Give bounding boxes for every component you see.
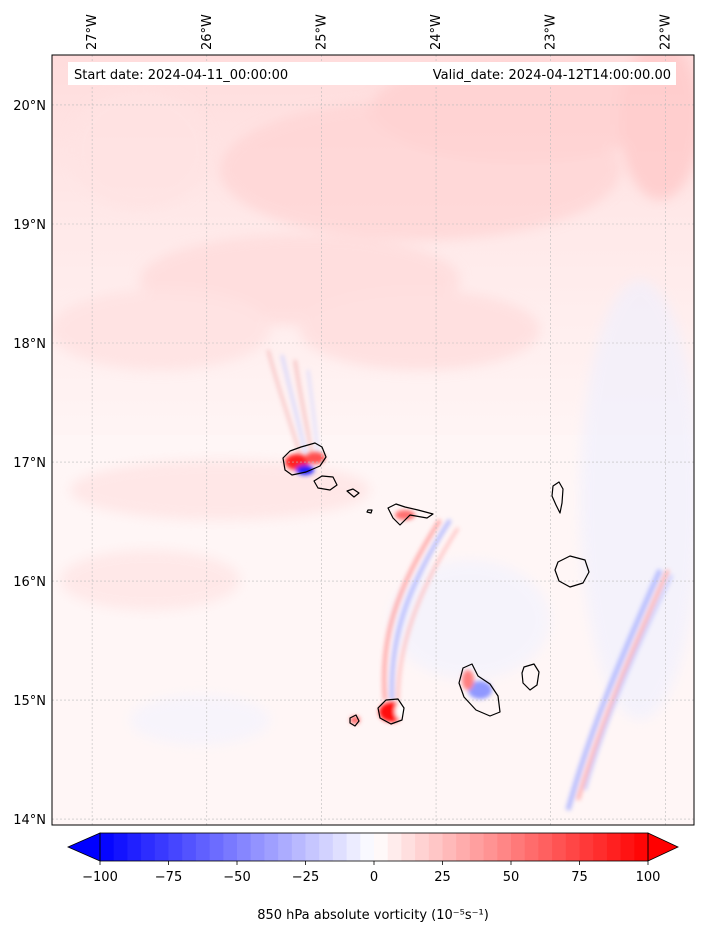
colorbar-label: 850 hPa absolute vorticity (10⁻⁵s⁻¹) [257,908,489,923]
valid-date-label: Valid_date: 2024-04-12T14:00:00.00 [433,68,671,83]
lat-tick-label: 17°N [13,456,46,471]
lat-tick-label: 16°N [13,575,46,590]
colorbar-segments [100,833,649,861]
colorbar-segment [634,833,649,861]
colorbar-segment [113,833,128,861]
colorbar-segment [497,833,512,861]
colorbar-tick-label: −50 [223,870,250,885]
colorbar-segment [154,833,170,861]
coastline-sal [551,481,564,514]
colorbar-segment [565,833,581,861]
colorbar-segment [291,833,307,861]
colorbar-segment [223,833,238,861]
colorbar-ticks: −100 −75 −50 −25 0 25 50 75 100 [82,861,660,885]
colorbar-segment [401,833,416,861]
lat-tick-label: 20°N [13,99,46,114]
colorbar-segment [538,833,553,861]
colorbar-segment [483,833,498,861]
colorbar-segment [209,833,224,861]
colorbar-extend-high [647,832,679,862]
coastline-sao-vicente [313,475,338,491]
colorbar-tick-label: 0 [370,870,378,885]
colorbar-segment [606,833,622,861]
coastline-santiago [458,663,501,717]
start-date-label: Start date: 2024-04-11_00:00:00 [74,68,288,83]
coastline-maio [521,663,540,691]
colorbar-segment [305,833,320,861]
colorbar-segment [237,833,252,861]
longitude-gridlines [91,55,666,825]
lon-tick-label: 22°W [658,14,673,50]
lon-tick-label: 24°W [429,14,444,50]
colorbar-segment [620,833,635,861]
map-panel: 27°W 26°W 25°W 24°W 23°W 22°W 14°N 15°N 16°N 17°… [13,14,695,828]
header-box [68,62,676,85]
lat-tick-label: 15°N [13,694,46,709]
colorbar-tick-label: 25 [434,870,451,885]
colorbar-segment [182,833,197,861]
colorbar-tick-label: −25 [292,870,319,885]
colorbar-segment [387,833,402,861]
coastline-sao-nicolau [387,503,434,526]
latitude-gridlines [52,104,694,820]
colorbar-segment [579,833,594,861]
colorbar-segment [264,833,279,861]
colorbar-segment [195,833,211,861]
colorbar-segment [319,833,334,861]
colorbar: −100 −75 −50 −25 0 25 50 75 100 850 hPa absolute… [67,832,679,923]
colorbar-segment [456,833,471,861]
lon-tick-label: 27°W [85,14,100,50]
coastlines [282,442,590,727]
colorbar-segment [469,833,485,861]
coastline-santo-antao [282,442,327,476]
colorbar-segment [127,833,142,861]
lon-tick-label: 26°W [200,14,215,50]
colorbar-segment [415,833,430,861]
colorbar-segment [511,833,526,861]
colorbar-tick-label: 100 [636,870,661,885]
colorbar-tick-label: −75 [155,870,182,885]
coastline-brava [349,714,360,727]
vorticity-field [52,55,694,825]
lon-tick-label: 23°W [544,14,559,50]
colorbar-segment [168,833,183,861]
colorbar-segment [360,833,375,861]
colorbar-segment [428,833,444,861]
colorbar-segment [250,833,265,861]
lon-tick-label: 25°W [314,14,329,50]
colorbar-segment [374,833,389,861]
colorbar-segment [552,833,567,861]
lat-tick-label: 18°N [13,337,46,352]
colorbar-segment [346,833,361,861]
colorbar-segment [100,833,115,861]
colorbar-segment [141,833,156,861]
colorbar-tick-label: −100 [82,870,118,885]
colorbar-segment [332,833,348,861]
coastline-branco [366,509,373,514]
colorbar-tick-label: 75 [571,870,588,885]
coastline-boa-vista [554,555,590,588]
colorbar-extend-low [67,832,101,862]
colorbar-segment [442,833,457,861]
latitude-tick-labels: 14°N 15°N 16°N 17°N 18°N 19°N 20°N [13,99,46,828]
coastline-santa-luzia [346,488,360,498]
lat-tick-label: 19°N [13,218,46,233]
map-frame [51,54,695,826]
lat-tick-label: 14°N [13,813,46,828]
longitude-tick-labels: 27°W 26°W 25°W 24°W 23°W 22°W [85,14,673,50]
coastline-fogo [377,698,405,725]
colorbar-segment [278,833,293,861]
colorbar-segment [524,833,539,861]
colorbar-tick-label: 50 [503,870,520,885]
colorbar-segment [593,833,608,861]
